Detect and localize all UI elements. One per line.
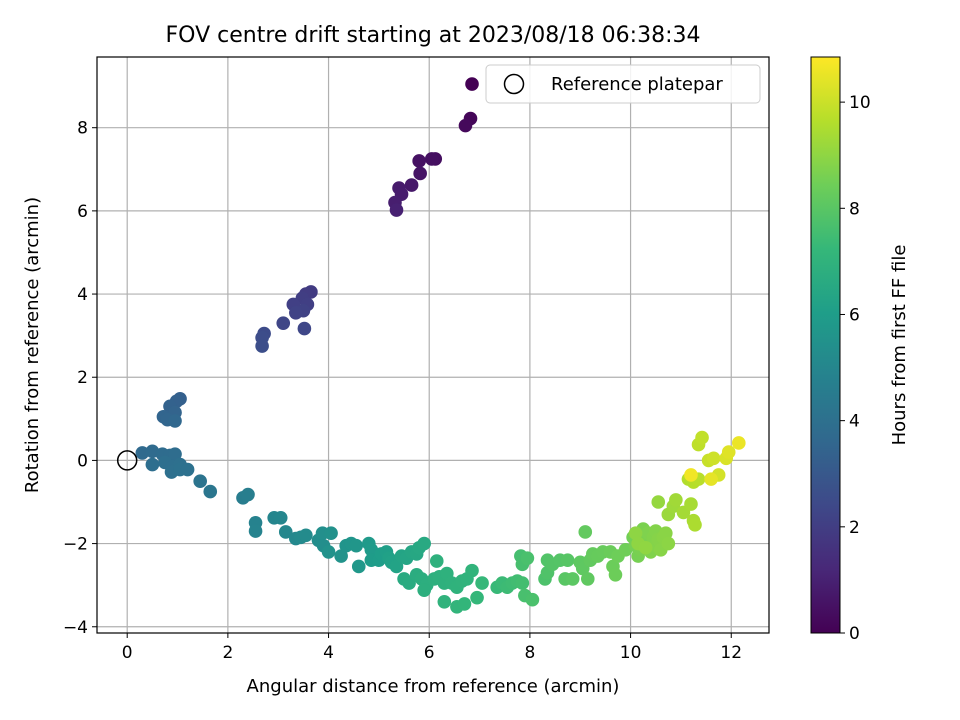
legend: Reference platepar [485, 64, 761, 104]
x-tick-label: 2 [222, 643, 233, 663]
colorbar-tick-label: 10 [849, 93, 871, 113]
data-point [324, 526, 338, 540]
chart-title: FOV centre drift starting at 2023/08/18 … [166, 23, 701, 48]
data-point [276, 316, 291, 330]
plot-frame [96, 56, 770, 634]
data-point [560, 553, 575, 568]
colorbar-tick-label: 4 [849, 412, 860, 432]
x-tick-label: 8 [524, 643, 535, 663]
y-tick-label: 6 [77, 202, 88, 222]
x-tick-label: 10 [620, 643, 642, 663]
y-tick-label: −2 [63, 535, 88, 555]
data-point [437, 595, 452, 609]
data-point [608, 567, 623, 582]
data-point [417, 583, 431, 597]
data-point [684, 468, 698, 482]
data-point [413, 166, 427, 181]
x-tick-label: 4 [323, 643, 334, 663]
x-tick-label: 12 [720, 643, 742, 663]
data-point [684, 497, 698, 511]
data-point [628, 526, 643, 540]
grid [97, 57, 769, 633]
reference-platepar-marker [116, 450, 138, 471]
data-point [273, 511, 288, 525]
data-point [203, 484, 218, 499]
data-point [349, 538, 364, 553]
data-point [515, 576, 530, 590]
data-point [638, 540, 653, 555]
data-point [417, 536, 431, 551]
x-tick-label: 0 [122, 643, 133, 663]
data-point [389, 559, 404, 574]
data-point [580, 572, 595, 586]
data-point [721, 445, 736, 459]
data-point [404, 178, 419, 192]
data-point [168, 414, 182, 428]
y-tick-label: 4 [77, 285, 88, 305]
y-axis-label: Rotation from reference (arcmin) [22, 197, 43, 493]
data-point [299, 528, 313, 543]
data-point [565, 572, 580, 586]
data-point [297, 321, 312, 336]
colorbar-tick-label: 0 [849, 624, 860, 644]
data-point [334, 549, 348, 563]
data-point [389, 203, 404, 217]
colorbar-tick-label: 2 [849, 518, 860, 538]
data-point [465, 77, 479, 91]
data-point [704, 472, 718, 486]
data-point [525, 592, 540, 607]
data-point [255, 339, 269, 353]
data-point [145, 457, 160, 472]
x-tick-label: 6 [424, 643, 435, 663]
y-tick-label: 0 [77, 451, 88, 471]
data-point [661, 536, 676, 551]
colorbar-tick-label: 8 [849, 199, 860, 219]
data-point [706, 451, 721, 466]
data-point [278, 525, 293, 539]
legend-box [485, 64, 761, 104]
data-point [135, 446, 150, 460]
x-axis-label: Angular distance from reference (arcmin) [247, 676, 620, 697]
data-point [465, 563, 479, 578]
data-point [669, 493, 683, 507]
colorbar-ticks: 0 2 4 6 8 10 [840, 93, 871, 644]
data-points [135, 77, 746, 614]
data-point [424, 152, 439, 166]
data-point [688, 518, 702, 532]
y-tick-label: −4 [63, 618, 88, 638]
y-axis-ticks: −4 −2 0 2 4 6 8 [63, 119, 97, 638]
data-point [578, 525, 593, 539]
data-point [321, 545, 336, 559]
colorbar: 0 2 4 6 8 10 Hours from first FF file [810, 56, 910, 644]
reference-marker-layer [116, 450, 138, 471]
data-point [651, 495, 666, 509]
data-point [470, 590, 484, 605]
colorbar-label: Hours from first FF file [889, 245, 910, 446]
data-point [412, 154, 426, 168]
data-point [731, 436, 746, 450]
data-point [659, 526, 673, 540]
y-tick-label: 8 [77, 119, 88, 139]
data-point [475, 576, 489, 590]
data-point [180, 462, 195, 477]
data-point [248, 524, 263, 538]
data-point [241, 487, 255, 502]
y-tick-label: 2 [77, 368, 88, 388]
legend-reference-marker [503, 73, 525, 95]
colorbar-gradient [810, 56, 841, 634]
data-point [457, 597, 472, 611]
colorbar-tick-label: 6 [849, 305, 860, 325]
data-point [168, 447, 182, 461]
data-point [458, 118, 473, 133]
data-point [695, 430, 709, 445]
legend-entry-reference-platepar: Reference platepar [551, 74, 723, 95]
data-point [429, 554, 444, 568]
x-axis-ticks: 0 2 4 6 8 10 12 [122, 633, 742, 663]
data-point [351, 559, 366, 574]
data-point [193, 474, 207, 489]
data-point [520, 551, 535, 565]
data-point [289, 305, 303, 320]
